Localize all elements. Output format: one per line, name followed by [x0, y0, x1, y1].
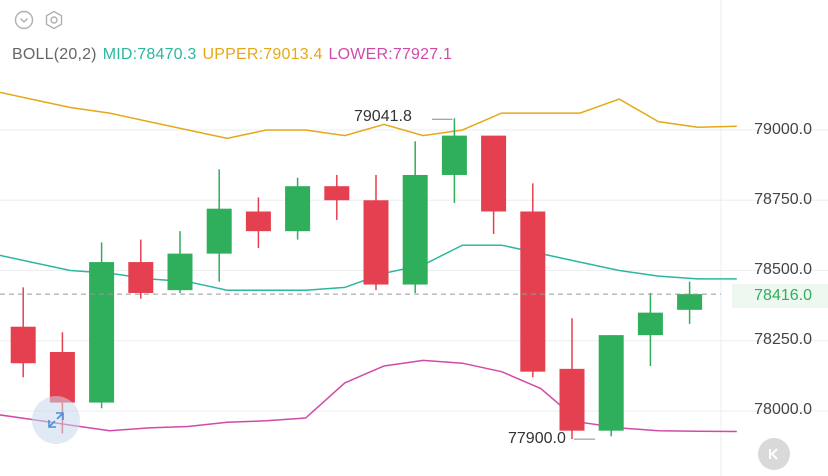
candle-body: [520, 211, 546, 372]
collapse-button[interactable]: [758, 438, 790, 470]
candle-body: [402, 174, 428, 285]
candle-down: [559, 318, 585, 440]
candle-body: [128, 262, 154, 293]
collapse-arrow-icon: [769, 448, 778, 460]
legend-mid: MID:78470.3: [102, 46, 197, 63]
legend-indicator: BOLL(20,2): [12, 46, 97, 63]
candle-up: [637, 292, 663, 367]
current-price-label: 78416.0: [732, 284, 828, 308]
candle-down: [128, 239, 154, 299]
candle-body: [167, 253, 193, 291]
band-upper-line: [0, 91, 737, 140]
candle-down: [245, 197, 271, 249]
candle-body: [637, 312, 663, 336]
expand-button[interactable]: [32, 396, 80, 444]
settings-hexagon-icon[interactable]: [44, 10, 64, 30]
chevron-down-icon[interactable]: [14, 10, 34, 30]
candle-body: [245, 211, 271, 232]
candle-down: [481, 135, 507, 234]
candle-down: [363, 174, 389, 291]
candle-body: [677, 294, 703, 310]
candle-body: [285, 186, 311, 232]
candle-body: [324, 186, 350, 201]
candle-up: [167, 231, 193, 293]
candle-body: [206, 208, 232, 254]
y-tick-label: 78250.0: [754, 331, 812, 348]
candle-body: [89, 262, 115, 403]
y-tick-label: 78000.0: [754, 401, 812, 418]
candle-down: [520, 183, 546, 378]
candle-down: [324, 174, 350, 220]
high-annotation: 79041.8: [354, 108, 412, 125]
candles: [10, 118, 703, 440]
candle-up: [89, 242, 115, 409]
y-tick-label: 79000.0: [754, 121, 812, 138]
low-annotation: 77900.0: [508, 430, 566, 447]
candle-up: [285, 177, 311, 240]
candle-up: [402, 141, 428, 293]
y-tick-label: 78750.0: [754, 191, 812, 208]
top-toolbar: [14, 10, 64, 30]
candle-up: [598, 335, 624, 437]
candle-body: [481, 135, 507, 212]
candle-down: [10, 287, 36, 378]
candle-body: [598, 335, 624, 431]
candle-up: [677, 281, 703, 324]
candle-body: [559, 368, 585, 431]
candle-down: [49, 332, 75, 434]
expand-arrows-icon: [48, 412, 64, 428]
candle-body: [441, 135, 467, 175]
y-tick-label: 78500.0: [754, 261, 812, 278]
candle-up: [206, 169, 232, 282]
candle-up: [441, 118, 467, 204]
annotation-lines: [432, 118, 595, 440]
legend-upper: UPPER:79013.4: [202, 46, 323, 63]
indicator-legend: BOLL(20,2) MID:78470.3 UPPER:79013.4 LOWER:…: [12, 46, 458, 64]
candle-body: [363, 200, 389, 285]
candle-body: [49, 351, 75, 403]
candle-body: [10, 326, 36, 364]
legend-lower: LOWER:77927.1: [328, 46, 453, 63]
